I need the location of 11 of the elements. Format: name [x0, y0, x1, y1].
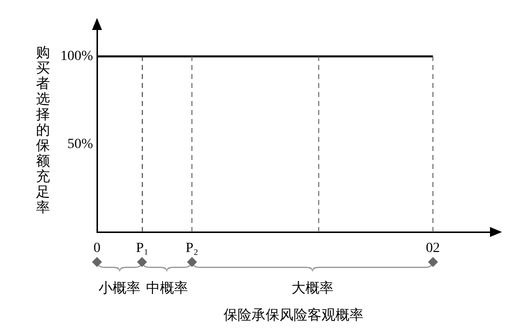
text: 中概率 — [146, 280, 188, 297]
x-tick-label: 0 — [94, 241, 100, 256]
y-tick-label: 100% — [60, 49, 94, 64]
x-axis-title: 保险承保风险客观概率 — [224, 308, 364, 324]
y-tick-label: 50% — [67, 136, 94, 152]
text: 大概率 — [291, 280, 334, 297]
x-tick-label: 02 — [426, 241, 440, 256]
text: 购买者选择的保额充足率 — [36, 46, 50, 216]
text: 小概率 — [98, 280, 141, 297]
x-tick-label: P₂ — [186, 241, 198, 256]
x-tick-label: P₁ — [136, 241, 149, 256]
